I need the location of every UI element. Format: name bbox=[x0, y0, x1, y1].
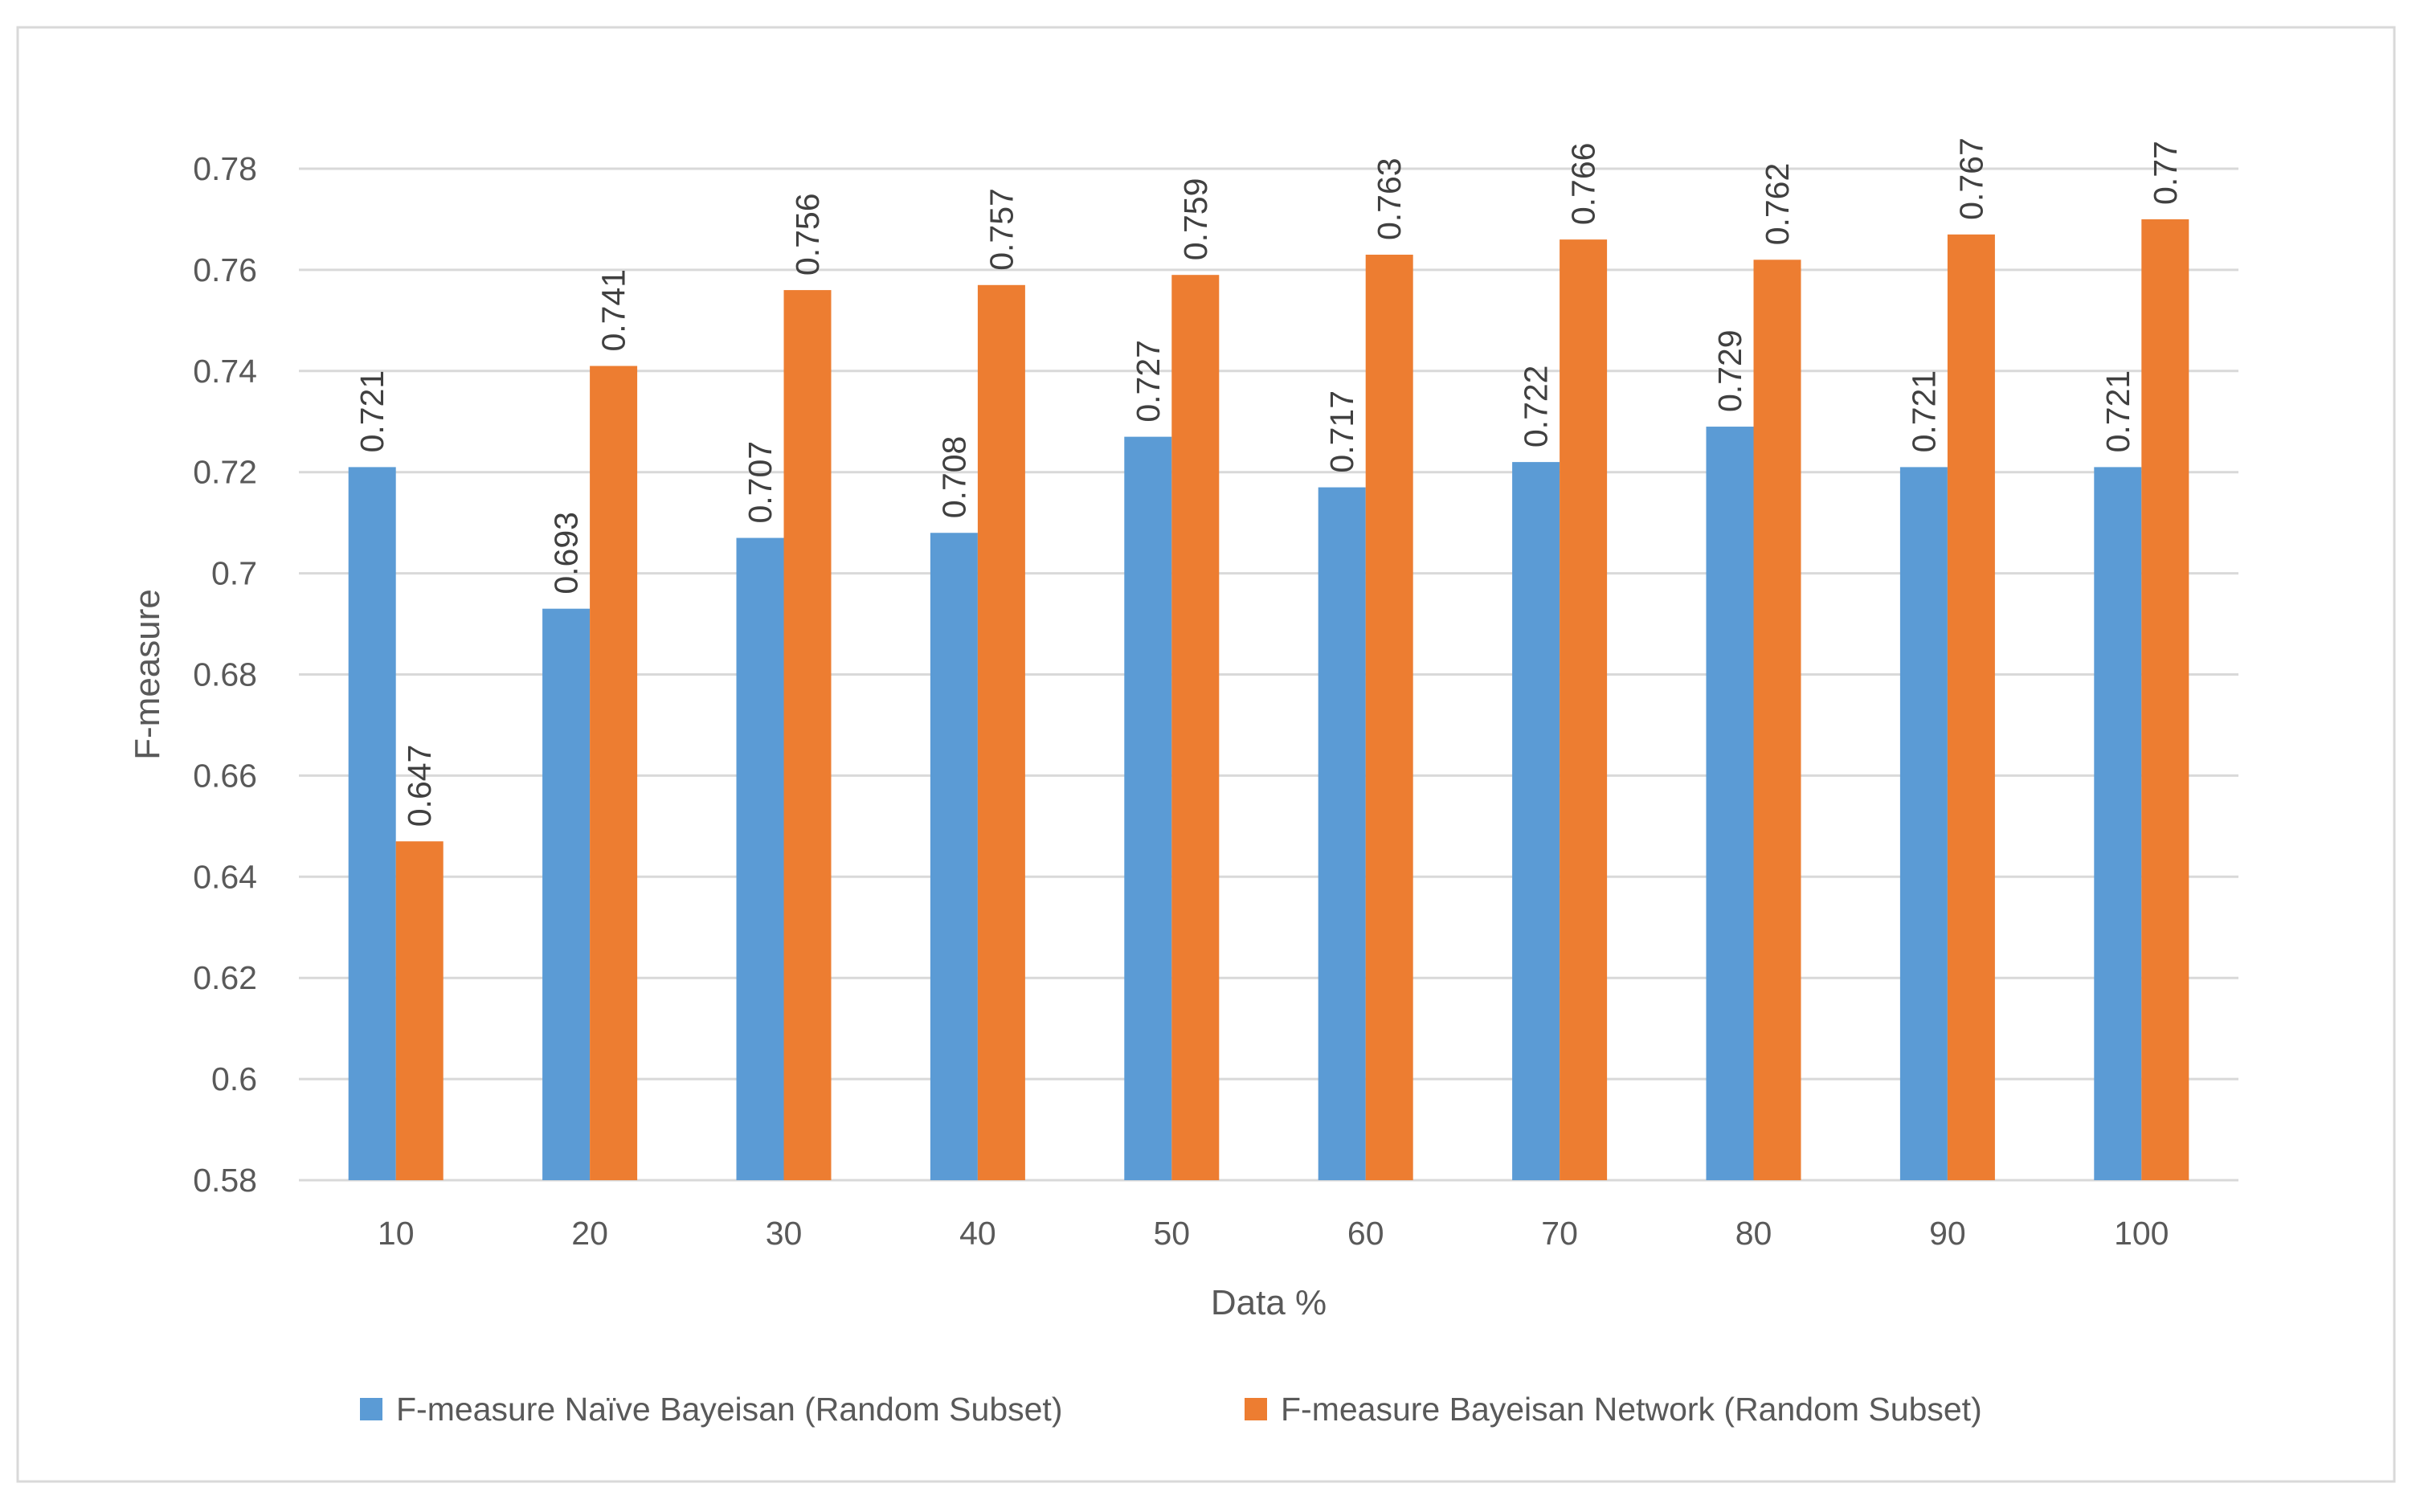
y-axis-title: F-measure bbox=[128, 589, 167, 760]
x-tick-label: 50 bbox=[1153, 1215, 1190, 1252]
data-label: 0.757 bbox=[983, 188, 1020, 271]
bar-naive-bayes bbox=[1706, 427, 1754, 1180]
legend-swatch bbox=[1245, 1398, 1267, 1420]
x-tick-label: 10 bbox=[378, 1215, 415, 1252]
x-tick-label: 60 bbox=[1347, 1215, 1384, 1252]
data-label: 0.756 bbox=[789, 193, 826, 276]
data-label: 0.759 bbox=[1177, 178, 1214, 261]
x-axis-ticks: 10 20 30 40 50 60 70 80 90 100 bbox=[378, 1215, 2169, 1252]
x-tick-label: 80 bbox=[1735, 1215, 1772, 1252]
bar-bayes-network bbox=[1365, 255, 1413, 1180]
x-tick-label: 30 bbox=[766, 1215, 803, 1252]
data-label: 0.727 bbox=[1130, 340, 1167, 423]
bar-bayes-network bbox=[1753, 259, 1801, 1180]
x-tick-label: 40 bbox=[959, 1215, 996, 1252]
y-tick-label: 0.68 bbox=[193, 656, 257, 693]
bars bbox=[348, 219, 2189, 1181]
bar-naive-bayes bbox=[1512, 462, 1560, 1180]
y-tick-label: 0.66 bbox=[193, 757, 257, 794]
x-tick-label: 90 bbox=[1929, 1215, 1966, 1252]
data-labels: 0.721 0.647 0.693 0.741 0.707 0.756 0.708 0.757… bbox=[354, 137, 2184, 827]
y-tick-label: 0.64 bbox=[193, 858, 257, 895]
legend-swatch bbox=[360, 1398, 382, 1420]
x-tick-label: 20 bbox=[571, 1215, 608, 1252]
bar-naive-bayes bbox=[1899, 467, 1948, 1180]
data-label: 0.741 bbox=[595, 269, 632, 352]
data-label: 0.717 bbox=[1323, 390, 1360, 473]
data-label: 0.763 bbox=[1371, 157, 1408, 240]
bar-naive-bayes bbox=[1124, 436, 1172, 1180]
bar-bayes-network bbox=[2141, 219, 2189, 1181]
data-label: 0.721 bbox=[1905, 370, 1942, 453]
legend-label: F-measure Naïve Bayeisan (Random Subset) bbox=[396, 1391, 1062, 1428]
bar-naive-bayes bbox=[542, 608, 591, 1180]
y-axis-ticks: 0.58 0.6 0.62 0.64 0.66 0.68 0.7 0.72 0.74 0.76 0.… bbox=[193, 150, 257, 1199]
data-label: 0.762 bbox=[1759, 163, 1796, 246]
y-tick-label: 0.72 bbox=[193, 454, 257, 491]
legend: F-measure Naïve Bayeisan (Random Subset)… bbox=[360, 1391, 1982, 1428]
bar-naive-bayes bbox=[348, 467, 396, 1180]
y-tick-label: 0.6 bbox=[211, 1060, 257, 1097]
legend-label: F-measure Bayeisan Network (Random Subse… bbox=[1281, 1391, 1982, 1428]
bar-bayes-network bbox=[977, 284, 1025, 1180]
bar-naive-bayes bbox=[1318, 487, 1366, 1180]
data-label: 0.766 bbox=[1565, 143, 1602, 226]
bar-bayes-network bbox=[783, 290, 832, 1181]
bar-bayes-network bbox=[1947, 234, 1995, 1181]
bar-bayes-network bbox=[590, 366, 638, 1180]
y-tick-label: 0.76 bbox=[193, 251, 257, 288]
bar-bayes-network bbox=[1560, 239, 1608, 1180]
y-tick-label: 0.62 bbox=[193, 959, 257, 996]
x-tick-label: 100 bbox=[2114, 1215, 2169, 1252]
bar-naive-bayes bbox=[736, 537, 784, 1180]
x-axis-title: Data % bbox=[1211, 1283, 1327, 1322]
bar-bayes-network bbox=[1171, 275, 1220, 1180]
data-label: 0.708 bbox=[935, 436, 972, 519]
data-label: 0.77 bbox=[2147, 141, 2184, 205]
data-label: 0.767 bbox=[1952, 137, 1989, 220]
bar-bayes-network bbox=[395, 841, 444, 1180]
data-label: 0.693 bbox=[548, 512, 585, 595]
y-tick-label: 0.7 bbox=[211, 555, 257, 592]
data-label: 0.729 bbox=[1711, 329, 1748, 412]
bar-naive-bayes bbox=[2094, 467, 2142, 1180]
data-label: 0.707 bbox=[742, 441, 779, 524]
bar-naive-bayes bbox=[930, 533, 978, 1180]
data-label: 0.647 bbox=[401, 745, 438, 828]
data-label: 0.721 bbox=[2099, 370, 2136, 453]
data-label: 0.721 bbox=[354, 370, 390, 453]
y-tick-label: 0.78 bbox=[193, 150, 257, 187]
data-label: 0.722 bbox=[1518, 366, 1555, 448]
y-tick-label: 0.74 bbox=[193, 353, 257, 390]
y-tick-label: 0.58 bbox=[193, 1162, 257, 1199]
x-tick-label: 70 bbox=[1541, 1215, 1578, 1252]
